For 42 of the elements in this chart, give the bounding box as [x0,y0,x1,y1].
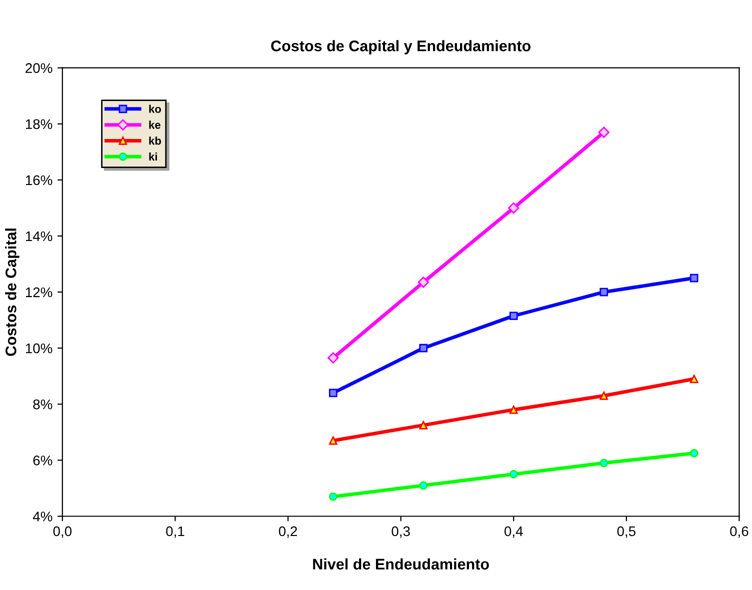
point [598,126,610,138]
point [600,458,608,468]
y-tick-label: 4% [32,512,52,522]
point [509,470,518,478]
x-tick-label: 0,0 [53,526,72,538]
point [419,421,428,430]
point [690,274,698,282]
y-axis-title: Costos de Capital [5,228,20,356]
legend-label: ko [149,104,162,113]
legend-label: kb [149,136,161,145]
point [509,406,518,414]
x-tick-label: 0,5 [617,526,636,538]
point [328,388,338,398]
y-tick-label: 18% [26,119,52,130]
x-tick-label: 0,3 [392,526,410,538]
y-tick-label: 12% [26,287,52,298]
point [690,374,698,384]
legend-label: ke [149,120,160,129]
x-tick-label: 0,2 [278,526,297,538]
y-tick-label: 16% [26,175,52,186]
x-tick-label: 0,1 [166,526,184,538]
y-tick-label: 14% [26,231,52,242]
point [419,481,428,490]
point [508,202,520,214]
y-tick-label: 10% [26,343,52,354]
point [600,288,608,296]
point [690,449,698,458]
x-tick-label: 0,4 [504,526,523,538]
point [418,276,429,288]
y-tick-label: 8% [33,399,52,410]
x-axis-title: Nivel de Endeudamiento [313,558,489,570]
point [600,392,608,400]
legend-label: ki [149,152,157,161]
point [328,492,338,501]
point [419,344,428,352]
point [509,312,518,320]
chart-title: Costos de Capital y Endeudamiento [271,40,531,54]
point [328,436,338,445]
x-tick-label: 0,6 [730,526,748,538]
y-tick-label: 6% [33,456,52,466]
point [328,352,339,364]
y-tick-label: 20% [26,63,52,74]
